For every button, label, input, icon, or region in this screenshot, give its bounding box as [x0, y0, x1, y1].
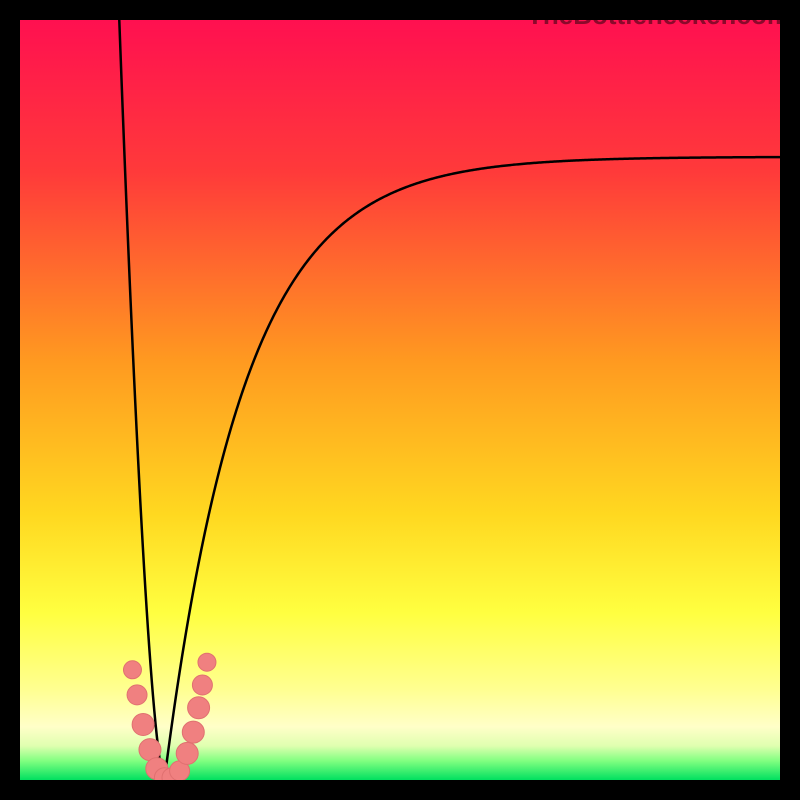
- curve-marker: [132, 714, 154, 736]
- curve-marker: [123, 661, 141, 679]
- curve-marker: [182, 721, 204, 743]
- curve-marker: [127, 685, 147, 705]
- chart-svg: [0, 0, 800, 800]
- curve-marker: [188, 697, 210, 719]
- curve-marker: [198, 653, 216, 671]
- chart-container: TheBottlenecker.com: [0, 0, 800, 800]
- curve-marker: [176, 742, 198, 764]
- curve-marker: [192, 675, 212, 695]
